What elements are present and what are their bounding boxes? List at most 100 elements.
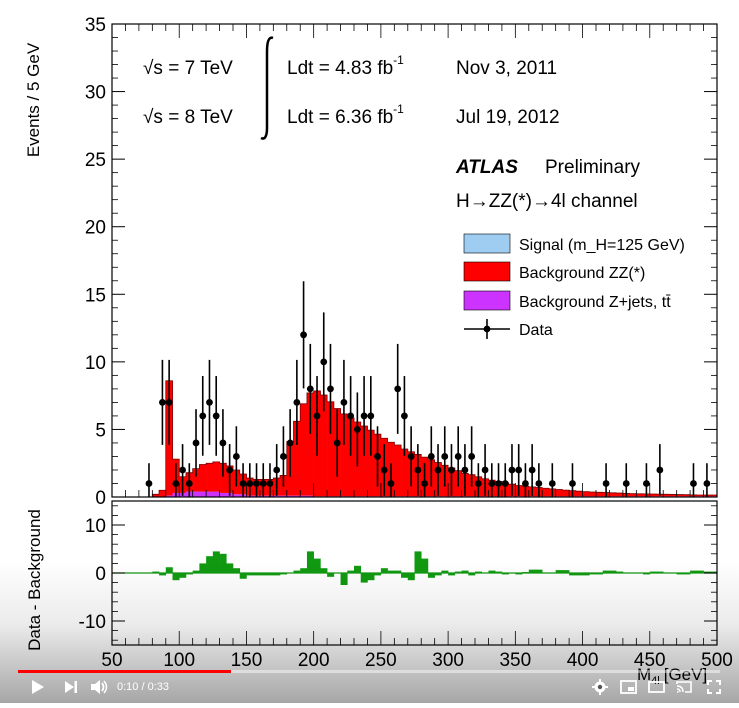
zz-bar xyxy=(159,490,167,497)
zz-bar xyxy=(401,449,409,497)
ratio-bar xyxy=(159,573,167,576)
ratio-bar xyxy=(259,573,267,576)
progress-bar[interactable] xyxy=(18,670,720,673)
xtick-label: 250 xyxy=(365,650,397,671)
data-point xyxy=(367,412,375,420)
data-point xyxy=(374,453,381,460)
ratio-bar xyxy=(367,573,375,581)
ratio-bar xyxy=(212,551,220,573)
ratio-bar xyxy=(535,569,543,573)
data-point xyxy=(286,439,294,447)
ratio-bar xyxy=(427,573,435,578)
main-ytick-label: 15 xyxy=(85,285,106,306)
miniplayer-button[interactable] xyxy=(618,676,638,698)
data-point xyxy=(300,331,307,339)
volume-button[interactable] xyxy=(89,676,109,698)
data-point xyxy=(690,480,697,487)
time-display: 0:10 / 0:33 xyxy=(117,676,169,698)
xtick-label: 150 xyxy=(231,650,263,671)
main-data-points xyxy=(145,281,711,497)
ratio-bar xyxy=(327,573,335,577)
zz-bar xyxy=(152,494,160,497)
ratio-bar xyxy=(696,570,704,573)
cast-button[interactable] xyxy=(674,676,694,698)
zjets-bar xyxy=(219,492,227,497)
ratio-bar xyxy=(555,570,563,573)
zz-bar xyxy=(293,421,301,496)
data-point xyxy=(226,466,234,474)
zz-bar xyxy=(683,494,691,497)
ratio-bar xyxy=(239,573,247,579)
ratio-bar xyxy=(347,570,355,573)
settings-button[interactable] xyxy=(590,676,610,698)
ratio-bar xyxy=(515,573,523,575)
data-point xyxy=(253,480,260,487)
data-point xyxy=(394,385,402,393)
xtick-label: 500 xyxy=(701,650,733,671)
ratio-bar xyxy=(528,569,536,573)
xtick-label: 450 xyxy=(634,650,666,671)
data-point xyxy=(347,412,355,420)
data-point xyxy=(703,480,711,487)
main-ytick-label: 5 xyxy=(95,420,106,441)
integral-sign-icon xyxy=(260,36,274,140)
play-button[interactable] xyxy=(28,676,48,698)
zz-bar xyxy=(360,426,368,497)
legend-swatch xyxy=(463,290,511,311)
zz-bar xyxy=(306,392,314,496)
data-point xyxy=(172,480,180,487)
theater-mode-button[interactable] xyxy=(646,676,666,698)
main-ytick-label: 35 xyxy=(85,15,106,36)
data-point xyxy=(192,439,200,447)
ratio-axes: -10 0 10 50 100 150 200 250 300 350 400 450 500 xyxy=(79,483,733,671)
data-point xyxy=(179,466,186,474)
legend-label: Signal (m_H=125 GeV) xyxy=(519,237,685,254)
ratio-bar xyxy=(266,573,274,576)
ratio-bar xyxy=(401,573,409,578)
data-point xyxy=(528,466,536,474)
ratio-bar xyxy=(340,573,348,585)
zz-bar xyxy=(616,493,624,497)
ratio-bar xyxy=(643,573,651,575)
ratio-bar xyxy=(454,571,462,573)
ratio-bar xyxy=(226,563,234,573)
zz-bar xyxy=(542,488,550,497)
gear-icon xyxy=(592,679,608,695)
ratio-bar xyxy=(354,565,362,573)
volume-icon xyxy=(91,680,108,694)
data-point xyxy=(569,480,576,487)
data-point xyxy=(508,466,516,474)
xtick-label: 350 xyxy=(499,650,531,671)
ratio-bar xyxy=(414,551,422,573)
ratio-bar xyxy=(380,568,388,573)
ratio-bar xyxy=(387,570,395,573)
data-point xyxy=(421,480,428,487)
ratio-bar xyxy=(562,570,570,573)
ratio-bar xyxy=(448,573,456,576)
zz-bar xyxy=(219,463,227,493)
ratio-bar xyxy=(596,573,604,575)
data-point xyxy=(199,412,207,420)
ratio-bar xyxy=(206,556,214,573)
data-point xyxy=(232,453,240,460)
ratio-bar xyxy=(320,568,328,573)
legend-data-marker xyxy=(483,325,491,333)
fullscreen-button[interactable] xyxy=(704,676,724,698)
next-button[interactable] xyxy=(61,676,81,698)
data-point xyxy=(380,466,388,474)
data-point xyxy=(259,480,267,487)
data-point xyxy=(266,480,274,487)
data-point xyxy=(165,399,173,406)
sqrt-s-8-label: √s = 8 TeV xyxy=(143,107,233,128)
ratio-bar xyxy=(233,568,241,573)
ratio-bar xyxy=(501,573,509,575)
main-ytick-label: 25 xyxy=(85,150,106,171)
ratio-ytick-label: -10 xyxy=(79,612,106,633)
miniplayer-icon xyxy=(619,680,637,694)
zz-bar xyxy=(676,494,684,497)
ratio-bar xyxy=(475,571,483,573)
ratio-bars xyxy=(112,551,718,585)
ratio-bar xyxy=(683,573,691,575)
